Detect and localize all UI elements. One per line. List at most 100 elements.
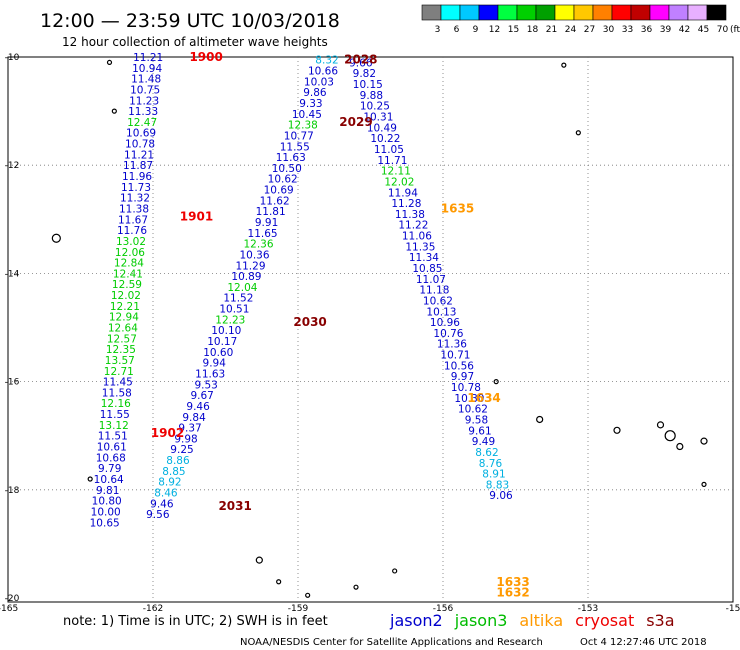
island-shape (392, 568, 398, 574)
wave-height-value: 9.49 (472, 436, 495, 448)
island-shape (676, 442, 684, 451)
wave-height-value: 8.85 (162, 466, 185, 478)
wave-height-value: 10.69 (264, 185, 294, 197)
wave-height-value: 8.92 (158, 477, 181, 489)
pass-time-label: 2028 (344, 53, 377, 67)
wave-height-value: 9.46 (150, 498, 174, 510)
wave-height-value: 9.61 (468, 425, 491, 437)
wave-height-value: 11.87 (123, 160, 153, 172)
wave-height-value: 9.91 (255, 217, 278, 229)
wave-height-value: 9.37 (178, 423, 201, 435)
island-shape (111, 108, 117, 114)
x-tick-label: -162 (143, 604, 163, 614)
wave-height-value: 9.86 (303, 87, 327, 99)
wave-height-value: 10.68 (96, 452, 126, 464)
wave-height-value: 12.02 (111, 290, 141, 302)
wave-height-value: 8.91 (482, 469, 505, 481)
wave-height-value: 11.67 (118, 214, 148, 226)
wave-height-value: 9.25 (170, 444, 193, 456)
wave-height-value: 11.38 (395, 209, 425, 221)
wave-height-value: 9.58 (465, 414, 488, 426)
island-shape (613, 426, 621, 434)
wave-height-value: 10.51 (219, 304, 249, 316)
pass-time-label: 2029 (339, 115, 372, 129)
x-tick-label: -153 (578, 604, 598, 614)
legend-swatch (440, 4, 461, 21)
legend-swatch (554, 4, 575, 21)
wave-height-value: 12.38 (288, 120, 318, 132)
wave-height-value: 12.71 (104, 366, 134, 378)
x-tick-label: -159 (288, 604, 309, 614)
wave-height-value: 9.06 (489, 490, 513, 502)
legend-label: 9 (473, 25, 479, 35)
island-shape (353, 584, 359, 590)
wave-height-value: 11.07 (416, 274, 446, 286)
legend-swatch (668, 4, 689, 21)
wave-height-value: 9.53 (194, 379, 217, 391)
pass-time-label: 2031 (218, 499, 251, 513)
wave-height-value: 11.28 (391, 198, 421, 210)
wave-height-value: 9.66 (349, 57, 373, 69)
wave-height-value: 11.62 (260, 195, 290, 207)
wave-height-value: 12.35 (106, 344, 136, 356)
legend-label: 33 (622, 25, 633, 35)
legend-swatch (421, 4, 442, 21)
island-shape (664, 430, 676, 442)
wave-height-value: 8.32 (315, 55, 338, 67)
wave-height-value: 12.94 (109, 312, 139, 324)
wave-height-value: 10.65 (90, 517, 120, 529)
wave-height-value: 10.17 (207, 336, 237, 348)
pass-time-label: 1900 (189, 50, 222, 64)
wave-height-value: 8.76 (479, 458, 503, 470)
legend-swatch (687, 4, 708, 21)
legend-label: 3 (435, 25, 441, 35)
wave-height-value: 10.94 (132, 63, 162, 75)
wave-height-value: 12.59 (112, 279, 142, 291)
legend-swatch (611, 4, 632, 21)
wave-height-value: 9.67 (190, 390, 213, 402)
satellite-name: jason3 (454, 611, 508, 630)
wave-height-value: 12.64 (108, 323, 138, 335)
wave-height-value: 11.96 (122, 171, 152, 183)
wave-height-value: 11.36 (437, 339, 467, 351)
wave-height-value: 10.49 (367, 122, 397, 134)
wave-height-value: 10.78 (451, 382, 481, 394)
wave-height-value: 8.46 (154, 488, 178, 500)
legend-label: 45 (698, 25, 709, 35)
wave-height-value: 12.84 (114, 258, 144, 270)
legend-label: 21 (546, 25, 557, 35)
island-shape (700, 437, 708, 445)
legend-label: 24 (565, 25, 577, 35)
wave-height-value: 9.97 (451, 371, 474, 383)
wave-height-value: 12.16 (101, 398, 131, 410)
wave-height-value: 10.76 (433, 328, 463, 340)
wave-height-value: 12.47 (127, 117, 157, 129)
wave-height-value: 11.55 (100, 409, 130, 421)
wave-height-value: 11.65 (248, 228, 278, 240)
wave-height-value: 10.56 (444, 360, 474, 372)
wave-height-value: 11.35 (405, 241, 435, 253)
wave-height-value: 11.58 (102, 387, 132, 399)
y-tick-label: -14 (5, 269, 20, 279)
wave-height-value: 11.81 (256, 206, 286, 218)
legend-swatch (459, 4, 480, 21)
legend-label: 42 (679, 25, 690, 35)
chart-subtitle: 12 hour collection of altimeter wave hei… (62, 35, 328, 49)
wave-height-value: 12.02 (384, 176, 414, 188)
wave-height-value: 10.66 (308, 66, 338, 78)
grid-lines (8, 57, 733, 598)
legend-swatch (649, 4, 670, 21)
legend-label: 36 (641, 25, 653, 35)
wave-height-value: 11.32 (120, 193, 150, 205)
island-shape (561, 62, 567, 68)
island-shape (701, 481, 707, 487)
island-shape (51, 233, 61, 243)
satellite-name: jason2 (389, 611, 443, 630)
wave-height-value: 11.05 (374, 144, 404, 156)
island-shape (106, 59, 113, 66)
wave-height-value: 10.71 (440, 350, 470, 362)
wave-height-value: 10.45 (292, 109, 322, 121)
legend-swatch (478, 4, 499, 21)
